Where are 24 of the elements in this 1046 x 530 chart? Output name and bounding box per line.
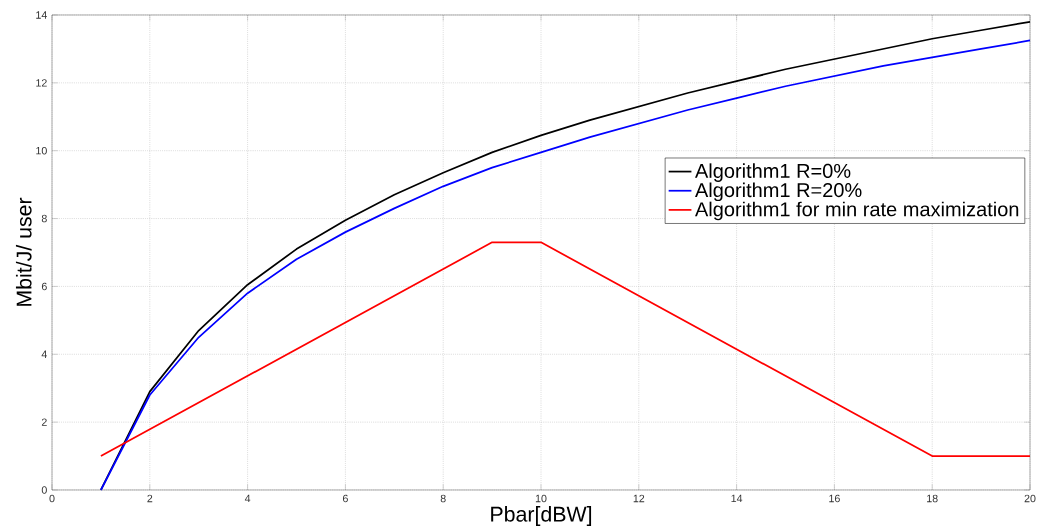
x-tick-label: 4 bbox=[244, 494, 251, 503]
x-tick-label: 8 bbox=[440, 494, 446, 503]
x-tick-label: 10 bbox=[535, 494, 547, 503]
y-tick-label: 0 bbox=[41, 486, 47, 494]
y-tick-label: 6 bbox=[41, 282, 47, 291]
x-tick-label: 2 bbox=[147, 494, 153, 503]
y-tick-label: 4 bbox=[41, 350, 47, 358]
x-tick-label: 6 bbox=[342, 494, 348, 503]
legend-label: Algorithm1 for min rate maximization bbox=[695, 201, 1019, 221]
y-tick-label: 10 bbox=[36, 146, 47, 155]
y-tick-label: 8 bbox=[41, 214, 47, 223]
legend-label: Algorithm1 R=20% bbox=[695, 182, 862, 202]
y-tick-label: 14 bbox=[36, 11, 47, 19]
x-tick-label: 18 bbox=[927, 494, 938, 503]
x-tick-label: 12 bbox=[633, 494, 645, 503]
x-tick-label: 20 bbox=[1024, 494, 1036, 503]
y-tick-label: 12 bbox=[36, 79, 47, 87]
x-tick-label: 14 bbox=[731, 494, 743, 503]
y-tick-label: 2 bbox=[41, 418, 47, 426]
y-axis-title: Mbit/J/ user bbox=[15, 197, 32, 306]
x-axis-title: Pbar[dBW] bbox=[491, 506, 592, 526]
legend-label: Algorithm1 R=0% bbox=[695, 163, 851, 182]
x-tick-label: 0 bbox=[49, 494, 55, 503]
x-tick-label: 16 bbox=[829, 494, 840, 503]
